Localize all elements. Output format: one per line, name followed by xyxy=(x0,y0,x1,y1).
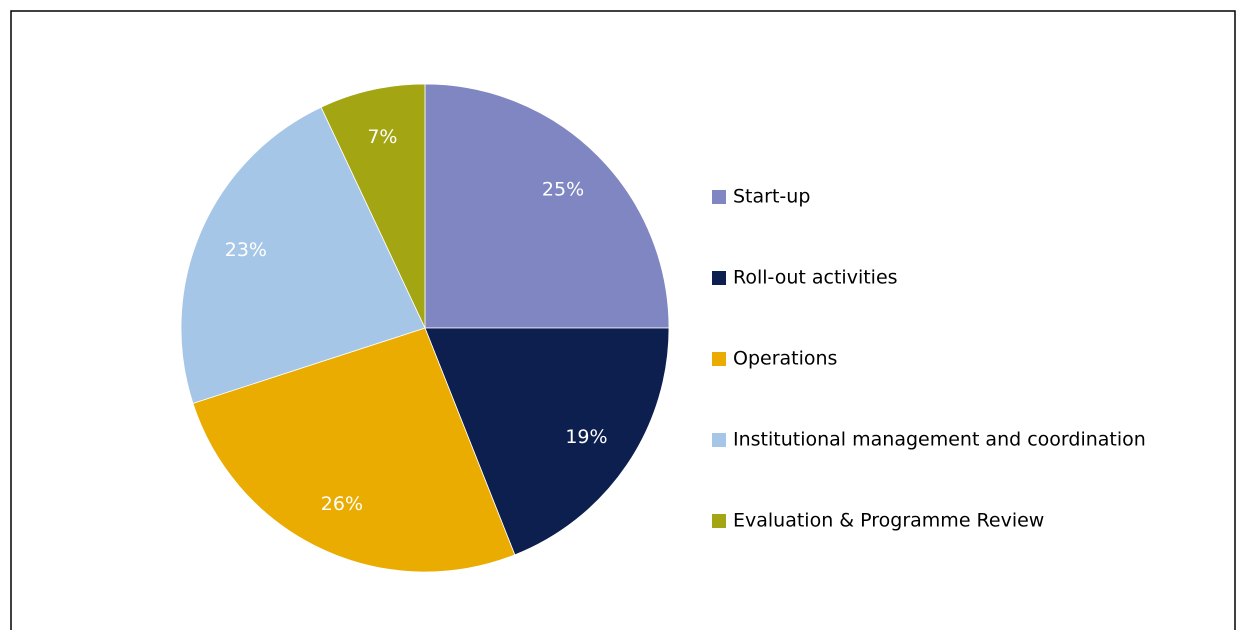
legend-label: Roll-out activities xyxy=(733,267,898,289)
legend-swatch xyxy=(712,514,726,528)
pie-slice xyxy=(180,106,426,404)
frame xyxy=(10,10,1236,630)
data-label: 19% xyxy=(565,426,607,448)
data-label: 7% xyxy=(367,126,397,148)
pie-slice xyxy=(424,83,670,329)
legend-label: Operations xyxy=(733,348,837,370)
pie-slice xyxy=(424,327,670,556)
pie-slice xyxy=(192,327,516,573)
legend-swatch xyxy=(712,190,726,204)
legend-label: Evaluation & Programme Review xyxy=(733,510,1044,532)
legend-label: Start-up xyxy=(733,186,810,208)
data-label: 26% xyxy=(321,493,363,515)
data-label: 23% xyxy=(225,239,267,261)
legend-swatch xyxy=(712,433,726,447)
legend-swatch xyxy=(712,352,726,366)
data-label: 25% xyxy=(542,178,584,200)
pie-slice xyxy=(320,83,426,329)
legend-label: Institutional management and coordinatio… xyxy=(733,429,1146,451)
legend-swatch xyxy=(712,271,726,285)
